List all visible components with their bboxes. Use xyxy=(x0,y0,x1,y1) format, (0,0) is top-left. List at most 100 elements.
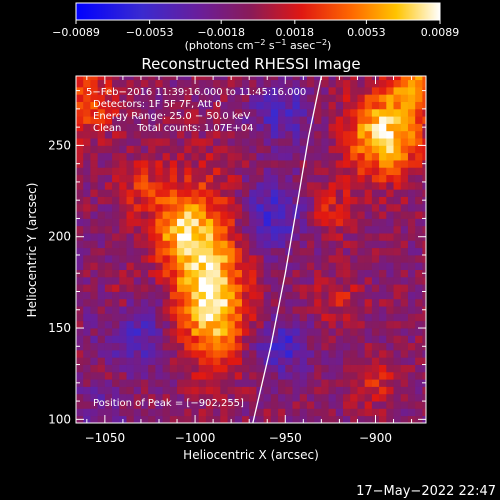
heatmap-cell xyxy=(213,320,221,329)
heatmap-cell xyxy=(270,247,279,256)
heatmap-cell xyxy=(357,291,366,300)
heatmap-cell xyxy=(191,349,200,358)
heatmap-cell xyxy=(343,364,351,373)
heatmap-cell xyxy=(335,408,344,417)
heatmap-cell xyxy=(314,284,322,292)
heatmap-cell xyxy=(119,240,127,249)
heatmap-cell xyxy=(400,349,409,358)
heatmap-cell xyxy=(263,225,272,234)
heatmap-cell xyxy=(299,364,308,373)
heatmap-cell xyxy=(162,152,171,161)
heatmap-cell xyxy=(386,211,394,219)
heatmap-cell xyxy=(90,269,99,278)
heatmap-cell xyxy=(83,79,91,88)
heatmap-cell xyxy=(357,152,366,161)
heatmap-cell xyxy=(393,247,402,256)
heatmap-cell xyxy=(162,211,171,219)
heatmap-cell xyxy=(263,203,272,212)
heatmap-cell xyxy=(321,225,329,234)
heatmap-cell xyxy=(112,371,120,380)
heatmap-cell xyxy=(119,86,127,95)
heatmap-cell xyxy=(364,152,373,161)
heatmap-cell xyxy=(306,167,315,176)
heatmap-cell xyxy=(76,364,84,373)
heatmap-cell xyxy=(263,116,272,124)
heatmap-cell xyxy=(371,349,380,358)
heatmap-cell xyxy=(328,284,337,292)
heatmap-cell xyxy=(83,167,91,176)
heatmap-cell xyxy=(90,284,99,292)
heatmap-cell xyxy=(364,76,373,81)
heatmap-cell xyxy=(213,218,221,227)
heatmap-cell xyxy=(90,393,99,402)
heatmap-cell xyxy=(278,203,286,212)
heatmap-cell xyxy=(415,123,423,132)
heatmap-cell xyxy=(371,189,380,197)
heatmap-cell xyxy=(306,342,315,351)
heatmap-cell xyxy=(270,86,279,95)
heatmap-cell xyxy=(234,298,243,307)
heatmap-cell xyxy=(97,306,106,314)
heatmap-cell xyxy=(306,313,315,322)
heatmap-cell xyxy=(220,313,228,322)
heatmap-cell xyxy=(227,357,236,365)
heatmap-cell xyxy=(126,218,135,227)
heatmap-cell xyxy=(278,240,286,249)
heatmap-cell xyxy=(97,269,106,278)
heatmap-cell xyxy=(169,320,178,329)
heatmap-cell xyxy=(393,145,402,154)
heatmap-cell xyxy=(371,86,380,95)
heatmap-cell xyxy=(386,240,394,249)
heatmap-cell xyxy=(177,138,185,146)
heatmap-cell xyxy=(148,408,156,417)
heatmap-cell xyxy=(220,298,228,307)
heatmap-cell xyxy=(256,130,265,139)
heatmap-cell xyxy=(220,218,228,227)
heatmap-cell xyxy=(126,145,135,154)
heatmap-cell xyxy=(371,116,380,124)
heatmap-cell xyxy=(112,218,120,227)
heatmap-cell xyxy=(112,130,120,139)
heatmap-cell xyxy=(292,262,301,270)
heatmap-cell xyxy=(140,138,149,146)
y-tick-label: 100 xyxy=(48,412,71,426)
heatmap-cell xyxy=(227,342,236,351)
heatmap-cell xyxy=(270,189,279,197)
heatmap-cell xyxy=(97,160,106,168)
heatmap-cell xyxy=(184,291,192,300)
heatmap-cell xyxy=(292,247,301,256)
heatmap-cell xyxy=(191,152,200,161)
heatmap-cell xyxy=(241,160,250,168)
heatmap-cell xyxy=(140,240,149,249)
heatmap-cell xyxy=(155,349,163,358)
heatmap-cell xyxy=(213,108,221,117)
heatmap-cell xyxy=(133,196,142,205)
heatmap-cell xyxy=(177,174,185,183)
heatmap-cell xyxy=(371,276,380,285)
heatmap-cell xyxy=(299,408,308,417)
plot-frame xyxy=(75,75,427,424)
heatmap-cell xyxy=(299,240,308,249)
heatmap-cell xyxy=(350,328,358,336)
heatmap-cell xyxy=(97,276,106,285)
heatmap-cell xyxy=(213,371,221,380)
colorbar-unit-exponent: −2 xyxy=(315,38,327,47)
heatmap-cell xyxy=(364,79,373,88)
heatmap-cell xyxy=(104,233,113,241)
heatmap-cell xyxy=(415,160,423,168)
heatmap-cell xyxy=(357,276,366,285)
heatmap-cell xyxy=(415,313,423,322)
heatmap-cell xyxy=(241,371,250,380)
heatmap-cell xyxy=(270,138,279,146)
heatmap-cell xyxy=(407,306,416,314)
heatmap-cell xyxy=(177,247,185,256)
heatmap-cell xyxy=(306,269,315,278)
heatmap-cell xyxy=(270,306,279,314)
heatmap-cell xyxy=(393,342,402,351)
heatmap-cell xyxy=(321,94,329,102)
heatmap-cell xyxy=(76,225,84,234)
heatmap-cell xyxy=(155,247,163,256)
heatmap-cell xyxy=(393,123,402,132)
heatmap-cell xyxy=(335,196,344,205)
heatmap-cell xyxy=(407,342,416,351)
